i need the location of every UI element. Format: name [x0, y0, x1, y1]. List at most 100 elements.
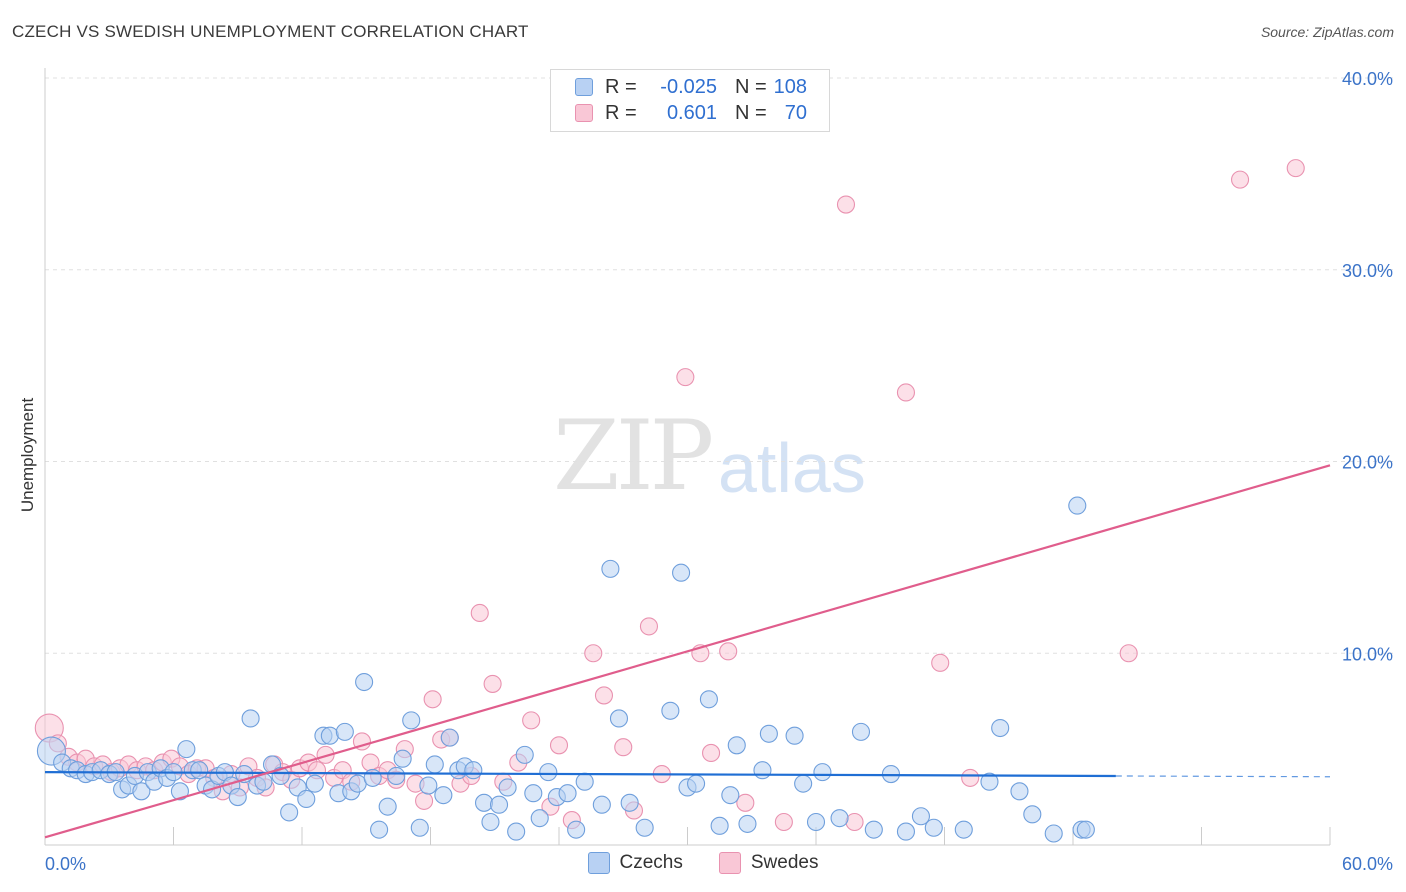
czech-point: [601, 559, 620, 578]
czech-point: [980, 772, 999, 791]
czech-point: [393, 749, 412, 768]
czech-point: [434, 786, 453, 805]
czech-point: [1068, 496, 1087, 515]
swede-point: [423, 690, 442, 709]
czech-point: [785, 726, 804, 745]
czech-point: [558, 784, 577, 803]
correlation-legend: R = -0.025 N = 108 R = 0.601 N = 70: [550, 69, 830, 132]
swede-point: [1119, 644, 1138, 663]
czech-point: [851, 722, 871, 741]
czechs-swatch: [575, 78, 593, 96]
swede-point: [736, 793, 755, 812]
swede-point: [584, 644, 603, 663]
czech-point: [991, 718, 1010, 738]
y-tick-label: 30.0%: [1342, 261, 1393, 281]
czech-point: [425, 755, 444, 774]
czech-point: [419, 776, 438, 795]
legend-row-czechs: R = -0.025 N = 108: [575, 75, 807, 99]
watermark-atlas: atlas: [718, 429, 866, 507]
czech-point: [387, 766, 406, 786]
y-tick-label: 20.0%: [1342, 453, 1393, 473]
czech-point: [464, 761, 483, 780]
swedes-trendline: [44, 464, 1331, 839]
r-label: R =: [605, 101, 637, 124]
czech-point: [830, 809, 849, 828]
czech-point: [567, 820, 586, 839]
czech-point: [297, 789, 316, 809]
czech-point: [440, 728, 459, 747]
swede-point: [836, 195, 856, 214]
swede-point: [896, 383, 916, 402]
legend-item-swedes[interactable]: Swedes: [718, 852, 819, 874]
swede-point: [931, 653, 950, 672]
czech-point: [170, 782, 189, 801]
czech-point: [507, 822, 526, 841]
r-value: 0.601: [666, 101, 717, 124]
czech-point: [1076, 820, 1095, 839]
czech-point: [1023, 805, 1042, 824]
czech-point: [370, 820, 389, 839]
n-label: N =: [735, 75, 767, 98]
czech-point: [228, 788, 247, 807]
czechs-trendline-extension: [1115, 775, 1331, 778]
n-value: 108: [773, 75, 807, 98]
swedes-swatch: [575, 104, 593, 122]
czech-point: [515, 745, 534, 764]
swede-point: [639, 617, 659, 636]
swede-point: [774, 812, 793, 832]
swede-point: [1231, 170, 1250, 189]
x-tick-label: 0.0%: [45, 854, 86, 874]
czech-point: [1010, 782, 1029, 801]
swede-point: [415, 791, 434, 810]
swede-point: [483, 674, 502, 693]
swede-point: [594, 686, 614, 705]
swedes-legend-label: Swedes: [750, 852, 819, 873]
r-label: R =: [605, 75, 637, 98]
czech-point: [489, 795, 509, 814]
n-value: 70: [784, 101, 807, 124]
czech-point: [241, 709, 260, 728]
czech-point: [575, 772, 594, 791]
czech-point: [727, 736, 746, 755]
czech-point: [539, 763, 558, 782]
czech-point: [132, 782, 151, 801]
czech-point: [954, 820, 973, 839]
swede-point: [1286, 159, 1305, 178]
swede-point: [470, 603, 489, 623]
series-legend: Czechs Swedes: [0, 852, 1406, 874]
czech-point: [609, 709, 629, 728]
czech-point: [759, 724, 778, 743]
czech-point: [498, 778, 517, 797]
czech-point: [924, 818, 943, 837]
swede-point: [316, 745, 335, 764]
czech-point: [363, 768, 382, 787]
czech-point: [271, 766, 290, 786]
czech-point: [813, 763, 832, 782]
czech-point: [738, 814, 757, 833]
czech-point: [524, 784, 543, 803]
czech-point: [1044, 824, 1063, 843]
czech-point: [402, 711, 421, 730]
czech-point: [320, 726, 339, 745]
swede-point: [961, 768, 980, 787]
r-value: -0.025: [660, 75, 717, 98]
czech-point: [661, 701, 680, 720]
swede-point: [702, 743, 721, 763]
x-tick-label: 60.0%: [1342, 854, 1393, 874]
czech-point: [794, 774, 813, 793]
czech-point: [335, 722, 354, 741]
czechs-trendline: [44, 771, 1116, 778]
czech-point: [864, 820, 883, 839]
czech-point: [687, 774, 706, 793]
czech-point: [530, 809, 549, 828]
czech-point: [672, 563, 691, 582]
czechs-legend-swatch: [587, 852, 610, 874]
y-tick-label: 10.0%: [1342, 644, 1393, 664]
legend-item-czechs[interactable]: Czechs: [587, 852, 683, 874]
n-label: N =: [735, 101, 767, 124]
swede-point: [845, 812, 864, 832]
czech-point: [355, 672, 374, 692]
czech-point: [806, 812, 826, 832]
source-label: Source: ZipAtlas.com: [1260, 24, 1394, 40]
